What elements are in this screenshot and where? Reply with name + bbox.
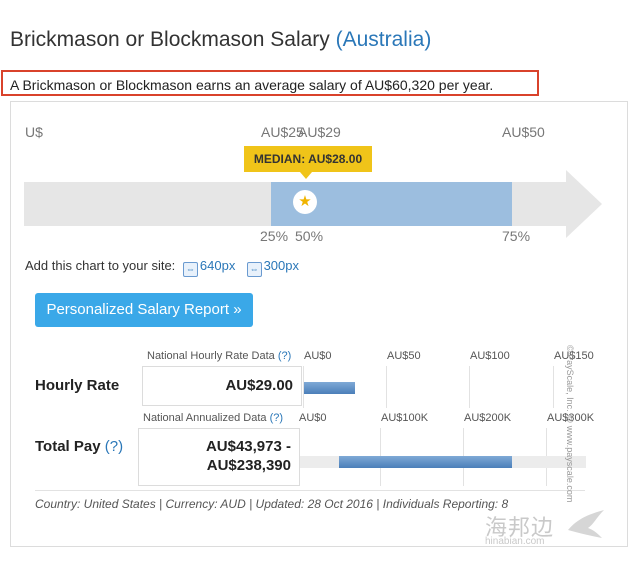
total-pay-value: AU$43,973 - AU$238,390 <box>138 428 300 486</box>
embed-640-link[interactable]: 640px <box>199 258 236 273</box>
total-pay-low: AU$43,973 - <box>205 438 291 455</box>
tick-p50: AU$29 <box>298 124 341 140</box>
payscale-watermark: © PayScale, Inc. @ www.payscale.com <box>565 345 575 503</box>
total-pay-label: Total Pay (?) <box>35 438 124 455</box>
hourly-section-label: National Hourly Rate Data (?) <box>147 350 292 362</box>
total-help-link[interactable]: (?) <box>269 412 284 424</box>
personalized-report-button[interactable]: Personalized Salary Report » <box>35 293 253 327</box>
footer-meta: Country: United States | Currency: AUD |… <box>35 497 509 511</box>
hourly-tick-1: AU$50 <box>387 350 421 362</box>
tick-p75: AU$50 <box>502 124 545 140</box>
tick-p25: AU$25 <box>261 124 304 140</box>
hourly-rate-bar <box>304 382 355 394</box>
embed-300-link[interactable]: 300px <box>263 258 299 273</box>
total-pay-high: AU$238,390 <box>206 457 291 474</box>
median-pointer <box>300 172 312 179</box>
hourly-help-link[interactable]: (?) <box>277 350 292 362</box>
job-title: Brickmason or Blockmason Salary <box>10 28 330 51</box>
hourly-tick-3: AU$150 <box>554 350 594 362</box>
hourly-tick-0: AU$0 <box>304 350 332 362</box>
embed-code-icon[interactable]: ⇔ <box>182 262 198 277</box>
page-title: Brickmason or Blockmason Salary (Austral… <box>10 28 431 52</box>
hourly-grid-line <box>553 366 554 408</box>
percentile-25: 25% <box>260 228 289 244</box>
total-pay-help-link[interactable]: (?) <box>104 438 124 455</box>
hourly-grid-line <box>386 366 387 408</box>
total-tick-2: AU$200K <box>464 412 512 424</box>
percentile-75: 75% <box>502 228 531 244</box>
embed-code-icon[interactable]: ⇔ <box>246 262 262 277</box>
hourly-rate-value: AU$29.00 <box>142 366 302 406</box>
total-section-label: National Annualized Data (?) <box>143 412 284 424</box>
hourly-tick-2: AU$100 <box>470 350 510 362</box>
site-watermark-url: hinabian.com <box>485 536 545 547</box>
embed-line: Add this chart to your site: ⇔ 640px ⇔ 300… <box>25 258 299 277</box>
total-tick-0: AU$0 <box>299 412 327 424</box>
star-icon: ★ <box>293 190 317 214</box>
region-link[interactable]: (Australia) <box>335 28 432 51</box>
total-tick-3: AU$300K <box>547 412 595 424</box>
total-pay-bar <box>339 456 512 468</box>
bird-logo-icon <box>568 510 604 538</box>
median-callout: MEDIAN: AU$28.00 <box>244 146 372 172</box>
footer-divider <box>35 490 585 491</box>
hourly-grid-line <box>303 366 304 408</box>
hourly-grid-line <box>469 366 470 408</box>
embed-prompt: Add this chart to your site: <box>25 258 176 273</box>
currency-label: U$ <box>25 124 43 140</box>
salary-summary: A Brickmason or Blockmason earns an aver… <box>1 70 539 96</box>
salary-card <box>10 101 628 547</box>
range-arrow-head <box>566 170 602 238</box>
total-tick-1: AU$100K <box>381 412 429 424</box>
site-watermark: 海邦边 <box>485 515 555 540</box>
percentile-50: 50% <box>295 228 324 244</box>
hourly-rate-label: Hourly Rate <box>35 377 120 394</box>
